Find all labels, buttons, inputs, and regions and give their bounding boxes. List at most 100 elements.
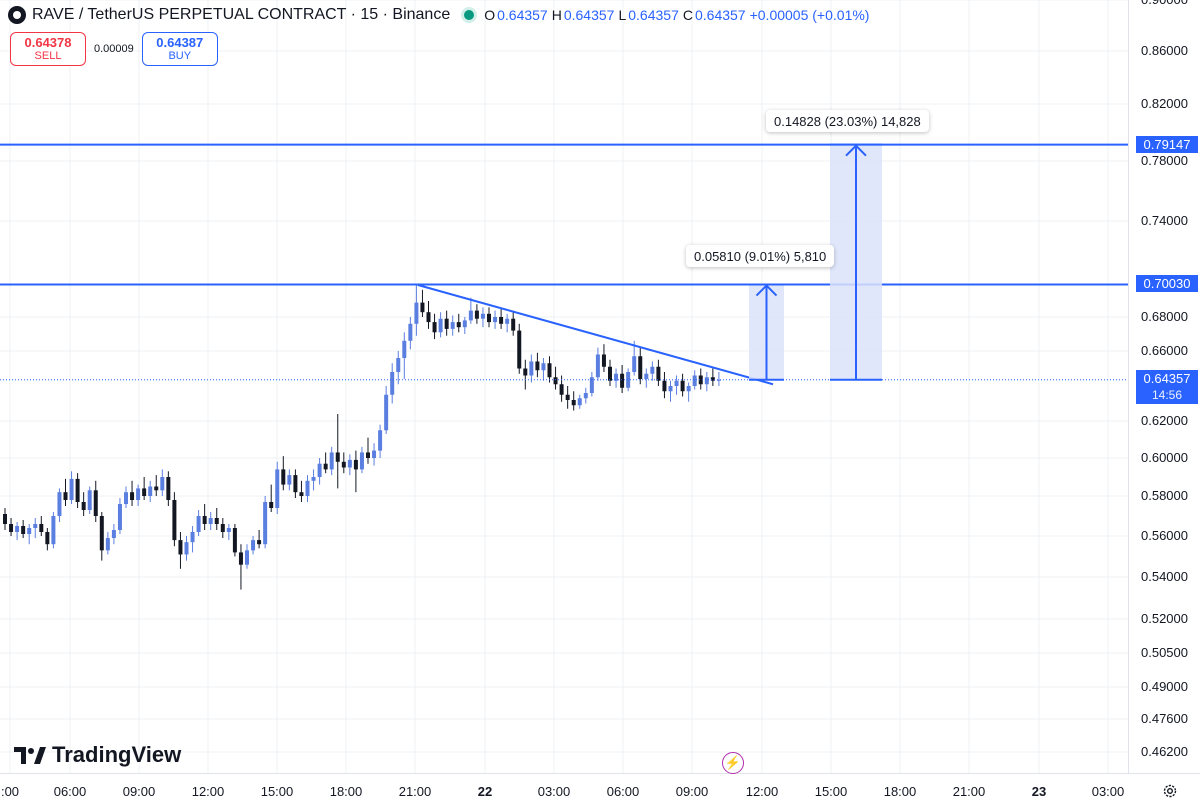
candle-body [305,480,310,496]
candle-body [656,366,661,381]
candle-body [184,542,189,555]
candle-body [396,358,401,372]
time-tick-label: 06:00 [607,784,640,799]
candle-body [154,486,159,491]
price-tick-label: 0.58000 [1141,488,1188,503]
candle-body [329,452,334,470]
brand-name: TradingView [52,742,182,767]
time-tick-label: 22 [478,784,492,799]
candle-body [311,477,316,481]
price-tick-label: 0.66000 [1141,343,1188,358]
price-tick-label: 0.46200 [1141,744,1188,759]
candle-body [710,377,715,381]
candle-body [692,375,697,386]
time-tick-label: 21:00 [399,784,432,799]
tradingview-logo-icon [14,747,46,764]
candle-body [390,372,395,395]
candle-body [287,475,292,485]
candle-body [493,317,498,323]
candle-body [87,490,92,510]
candle-body [208,518,213,524]
candle-body [63,492,68,500]
candle-body [148,486,153,496]
time-tick-label: 12:00 [746,784,779,799]
time-tick-label: 06:00 [54,784,87,799]
measure-arrow-head [755,284,778,297]
candle-body [39,524,44,532]
candle-body [638,356,643,379]
candle-body [263,502,268,545]
candle-body [674,380,679,386]
candle-body [366,452,370,458]
candle-body [601,354,606,367]
candle-body [172,500,177,541]
candle-body [238,552,243,565]
ohlc-open: O 0.64357 [484,7,548,23]
ohlc-high: H 0.64357 [551,7,615,23]
candle-body [81,502,86,510]
candle-body [51,516,56,545]
spread-value: 0.00009 [94,43,134,55]
sell-button[interactable]: 0.64378 SELL [10,32,86,66]
time-tick-label: 09:00 [123,784,156,799]
candle-body [505,318,510,324]
time-tick-label: 23 [1032,784,1046,799]
time-tick-label: 12:00 [192,784,225,799]
candle-body [275,469,280,508]
candle-body [220,524,225,532]
price-tick-label: 0.47600 [1141,711,1188,726]
time-axis[interactable]: :00 06:00 09:00 12:00 15:00 18:00 21:00 22 03:00… [0,773,1200,809]
candle-body [426,312,431,323]
candle-body [541,363,546,371]
candle-body [577,398,582,406]
candle-body [620,373,625,388]
candle-body [468,310,473,321]
candle-body [124,492,128,504]
candle-body [21,526,26,534]
chart-canvas[interactable] [0,0,1128,773]
candle-body [462,320,467,328]
candle-body [662,380,667,392]
price-tick-label: 0.49000 [1141,679,1188,694]
candle-body [45,532,50,545]
price-tick-label: 0.62000 [1141,413,1188,428]
price-tick-label: 0.78000 [1141,153,1188,168]
candle-body [214,518,219,524]
candle-body [547,363,552,378]
candle-body [535,361,540,371]
chart-pane[interactable] [0,0,1128,773]
price-tick-label: 0.56000 [1141,528,1188,543]
candle-body [432,322,437,333]
measure-arrow-head [845,144,867,157]
buy-button[interactable]: 0.64387 BUY [141,32,218,66]
candle-body [359,452,364,470]
price-tick-label: 0.50500 [1141,645,1188,660]
time-tick-label: 03:00 [538,784,571,799]
candle-body [438,318,443,333]
candle-body [178,540,183,555]
candle-body [105,538,110,551]
market-open-indicator-icon [464,10,475,20]
candle-body [160,477,165,491]
time-axis-canvas: :00 06:00 09:00 12:00 15:00 18:00 21:00 22 03:00… [1,784,1125,799]
candle-body [626,372,631,388]
candle-body [245,550,249,565]
candle-body [166,477,171,500]
candle-body [281,469,286,485]
candle-body [523,368,528,376]
candle-body [402,340,407,358]
buy-price: 0.64387 [156,34,204,50]
bar-countdown: 14:56 [1151,388,1183,402]
symbol-title[interactable]: RAVE / TetherUS PERPETUAL CONTRACT · 15 … [32,6,451,23]
time-tick-label: 18:00 [884,784,917,799]
candle-body [632,356,637,372]
lightning-icon[interactable]: ⚡ [722,752,744,774]
candle-body [571,400,576,406]
candle-body [335,452,340,462]
time-tick-label: 03:00 [1092,784,1125,799]
symbol-header: RAVE / TetherUS PERPETUAL CONTRACT · 15 … [8,4,873,26]
gear-icon[interactable] [1162,783,1178,799]
tradingview-brand[interactable]: TradingView [14,742,181,768]
candle-body [99,516,104,551]
